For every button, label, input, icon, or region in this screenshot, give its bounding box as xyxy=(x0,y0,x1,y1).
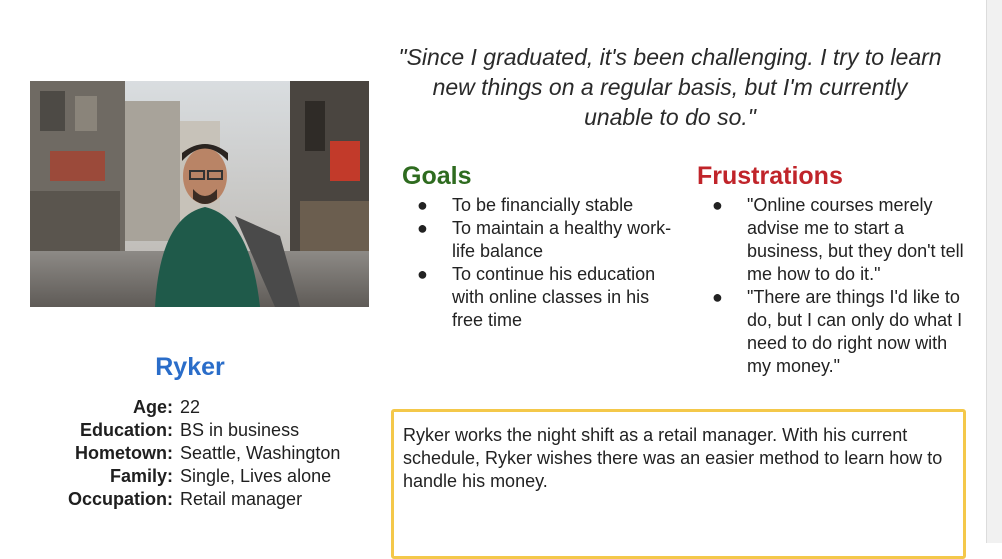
persona-bio: Ryker works the night shift as a retail … xyxy=(391,409,966,559)
bullet-icon: ● xyxy=(417,218,428,238)
persona-photo xyxy=(30,81,369,307)
detail-row-age: Age: 22 xyxy=(0,396,380,419)
detail-row-hometown: Hometown: Seattle, Washington xyxy=(0,442,380,465)
detail-value: Retail manager xyxy=(180,489,303,509)
detail-label: Education: xyxy=(80,420,173,440)
detail-value: BS in business xyxy=(180,420,300,440)
detail-label: Age: xyxy=(133,397,173,417)
bullet-icon: ● xyxy=(417,264,428,284)
frustrations-heading: Frustrations xyxy=(697,162,843,190)
detail-label: Occupation: xyxy=(67,489,173,509)
detail-value: Single, Lives alone xyxy=(180,466,332,486)
goals-list: ● To be financially stable ● To maintain a… xyxy=(417,194,682,332)
goal-item: ● To be financially stable xyxy=(417,195,634,215)
persona-quote: "Since I graduated, it's been challengin… xyxy=(398,44,942,130)
persona-name: Ryker xyxy=(155,353,225,381)
goal-item: ● To continue his education with online c… xyxy=(417,264,656,330)
frustration-item: ● "There are things I'd like to do, but I… xyxy=(712,287,963,376)
detail-row-family: Family: Single, Lives alone xyxy=(0,465,380,488)
detail-value: 22 xyxy=(180,397,201,417)
bullet-icon: ● xyxy=(417,195,428,215)
bullet-icon: ● xyxy=(712,195,723,215)
page-edge xyxy=(986,0,1002,543)
goal-item: ● To maintain a healthy work-life balance xyxy=(417,218,672,261)
frustrations-list: ● "Online courses merely advise me to sta… xyxy=(712,194,972,378)
bullet-icon: ● xyxy=(712,287,723,307)
detail-label: Family: xyxy=(109,466,173,486)
frustration-item: ● "Online courses merely advise me to sta… xyxy=(712,195,964,284)
goals-heading: Goals xyxy=(402,162,472,190)
persona-details: Age: 22 Education: BS in business Hometo… xyxy=(0,396,380,511)
detail-row-education: Education: BS in business xyxy=(0,419,380,442)
persona-photo-image xyxy=(30,81,369,307)
detail-label: Hometown: xyxy=(75,443,173,463)
detail-value: Seattle, Washington xyxy=(180,443,341,463)
detail-row-occupation: Occupation: Retail manager xyxy=(0,488,380,511)
